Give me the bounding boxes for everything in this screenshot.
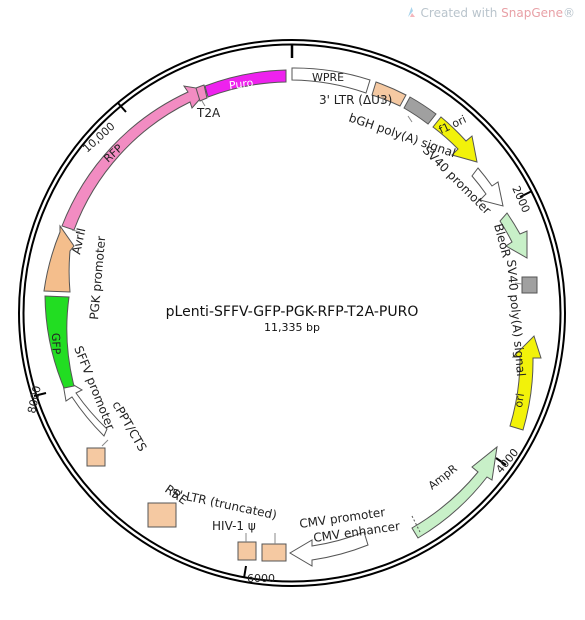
- tick-mark-6000: [243, 565, 247, 579]
- feature-sv40-polya[interactable]: [521, 276, 538, 294]
- tick-label-8000: 8000: [25, 385, 44, 415]
- feature-cmv[interactable]: [289, 531, 369, 567]
- tick-label-6000: 6000: [247, 572, 275, 585]
- plasmid-size: 11,335 bp: [264, 321, 320, 334]
- feature-sv40-promoter[interactable]: [471, 167, 504, 207]
- label-puro: Puro: [228, 76, 254, 92]
- label-pgk-promoter: PGK promoter: [87, 235, 108, 320]
- label-ori: ori: [512, 392, 527, 408]
- label-gfp: GFP: [49, 333, 63, 355]
- feature-3ltr[interactable]: [371, 81, 407, 107]
- leader-t2a: [201, 100, 206, 107]
- feature-bgh-polya[interactable]: [403, 96, 437, 125]
- leader-avrii: [71, 229, 81, 233]
- feature-bleor[interactable]: [499, 212, 528, 259]
- watermark-prefix: Created with: [420, 6, 502, 20]
- label-3ltr: 3' LTR (ΔU3): [319, 93, 392, 107]
- tick-mark-10000: [117, 102, 127, 113]
- label-5ltr: 5' LTR (truncated): [170, 486, 278, 522]
- watermark-suffix: ®: [563, 6, 575, 20]
- feature-ori[interactable]: [509, 335, 542, 431]
- watermark-brand: SnapGene: [501, 6, 563, 20]
- feature-rfp[interactable]: [61, 85, 209, 231]
- feature-f1-ori[interactable]: [432, 116, 478, 163]
- tick-mark-2000: [519, 190, 533, 198]
- feature-hiv1-psi[interactable]: [261, 543, 287, 562]
- tick-mark-4000: [495, 457, 507, 466]
- feature-rre[interactable]: [147, 502, 177, 528]
- label-wpre: WPRE: [312, 71, 344, 84]
- snapgene-logo-icon: [407, 7, 415, 17]
- label-avrii: AvrII: [69, 227, 88, 256]
- leader-cppt: [101, 439, 109, 447]
- label-t2a: T2A: [196, 106, 221, 120]
- feature-t2a[interactable]: [195, 84, 208, 102]
- feature-cppt[interactable]: [86, 447, 106, 467]
- ampr-promoter-hatch: [411, 515, 421, 533]
- snapgene-watermark: Created with SnapGene®: [407, 6, 575, 20]
- leader-bgh: [407, 115, 413, 123]
- plasmid-name: pLenti-SFFV-GFP-PGK-RFP-T2A-PURO: [166, 304, 419, 320]
- label-hiv1-psi: HIV-1 ψ: [212, 519, 256, 533]
- backbone-outer-ring: [18, 39, 566, 587]
- feature-puro[interactable]: [204, 69, 287, 98]
- feature-wpre[interactable]: [291, 67, 371, 94]
- feature-gfp[interactable]: [44, 295, 75, 389]
- label-ampr: AmpR: [426, 462, 460, 493]
- tick-mark-8000: [33, 392, 47, 397]
- feature-pgk-promoter[interactable]: [43, 224, 75, 293]
- feature-ampr[interactable]: [411, 445, 498, 539]
- leader-sv40-polya: [514, 282, 523, 285]
- feature-5ltr[interactable]: [237, 541, 257, 561]
